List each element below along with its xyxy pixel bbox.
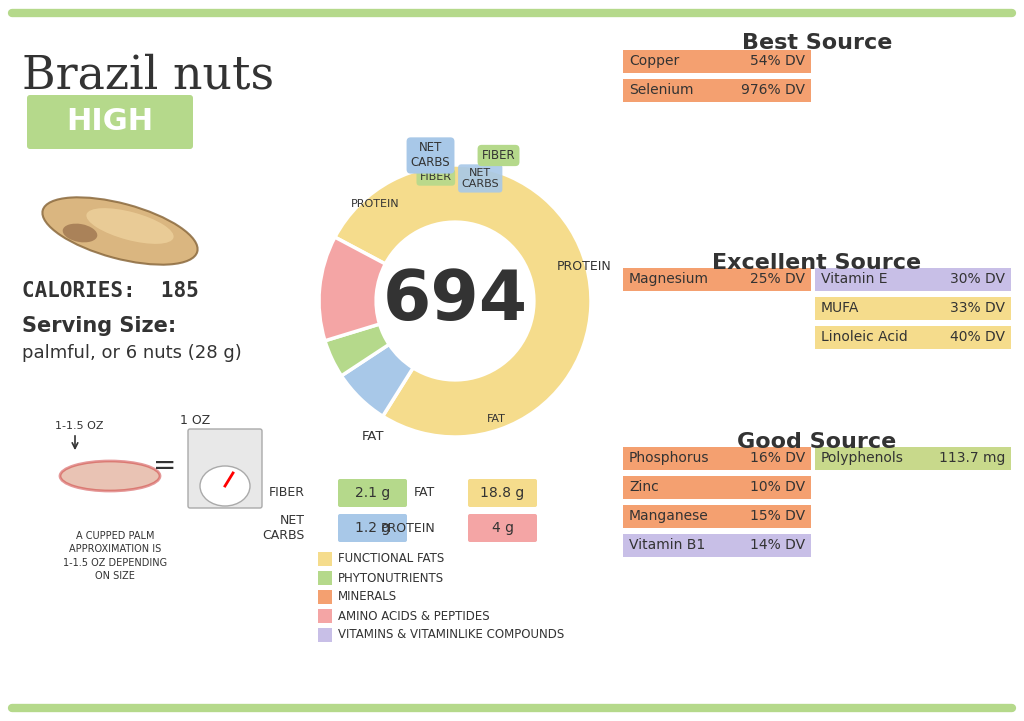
FancyBboxPatch shape xyxy=(468,514,537,542)
Bar xyxy=(318,609,332,623)
Text: AMINO ACIDS & PEPTIDES: AMINO ACIDS & PEPTIDES xyxy=(338,609,489,622)
Wedge shape xyxy=(325,324,389,376)
Text: 54% DV: 54% DV xyxy=(750,54,805,68)
Text: PROTEIN: PROTEIN xyxy=(557,260,611,273)
FancyBboxPatch shape xyxy=(188,429,262,508)
Text: 16% DV: 16% DV xyxy=(750,451,805,465)
Text: 33% DV: 33% DV xyxy=(950,301,1005,315)
Bar xyxy=(623,476,811,498)
Text: Phosphorus: Phosphorus xyxy=(629,451,710,465)
Text: Vitamin E: Vitamin E xyxy=(821,272,888,286)
Text: NET
CARBS: NET CARBS xyxy=(262,514,305,542)
Bar xyxy=(815,296,1011,319)
Text: 18.8 g: 18.8 g xyxy=(480,486,524,500)
Ellipse shape xyxy=(86,208,174,244)
Text: Magnesium: Magnesium xyxy=(629,272,709,286)
Ellipse shape xyxy=(42,198,198,265)
Bar xyxy=(623,534,811,557)
Text: 1 OZ: 1 OZ xyxy=(180,415,210,428)
Text: 1-1.5 OZ: 1-1.5 OZ xyxy=(55,421,103,431)
Text: FAT: FAT xyxy=(362,430,385,443)
Text: FUNCTIONAL FATS: FUNCTIONAL FATS xyxy=(338,552,444,565)
Bar xyxy=(623,79,811,102)
Text: Good Source: Good Source xyxy=(737,432,897,452)
Text: FIBER: FIBER xyxy=(420,172,452,182)
Bar xyxy=(318,628,332,642)
Text: Zinc: Zinc xyxy=(629,480,658,494)
Text: palmful, or 6 nuts (28 g): palmful, or 6 nuts (28 g) xyxy=(22,344,242,362)
Text: Serving Size:: Serving Size: xyxy=(22,316,176,336)
Bar xyxy=(815,267,1011,291)
Bar xyxy=(318,571,332,585)
Text: 694: 694 xyxy=(382,267,527,335)
Text: 10% DV: 10% DV xyxy=(750,480,805,494)
Text: Selenium: Selenium xyxy=(629,83,693,97)
Text: Linoleic Acid: Linoleic Acid xyxy=(821,330,907,344)
Text: MINERALS: MINERALS xyxy=(338,590,397,603)
Text: A CUPPED PALM
APPROXIMATION IS
1-1.5 OZ DEPENDING
ON SIZE: A CUPPED PALM APPROXIMATION IS 1-1.5 OZ … xyxy=(62,531,167,581)
Text: VITAMINS & VITAMINLIKE COMPOUNDS: VITAMINS & VITAMINLIKE COMPOUNDS xyxy=(338,629,564,642)
Text: 25% DV: 25% DV xyxy=(750,272,805,286)
Text: 30% DV: 30% DV xyxy=(950,272,1005,286)
Wedge shape xyxy=(335,165,591,437)
Text: Manganese: Manganese xyxy=(629,509,709,523)
Text: FIBER: FIBER xyxy=(481,149,515,162)
Wedge shape xyxy=(319,237,385,341)
Bar xyxy=(623,446,811,469)
Text: Polyphenols: Polyphenols xyxy=(821,451,904,465)
Text: FAT: FAT xyxy=(414,487,435,500)
Text: =: = xyxy=(154,452,177,480)
Text: CALORIES:  185: CALORIES: 185 xyxy=(22,281,199,301)
Text: FIBER: FIBER xyxy=(269,487,305,500)
Text: Best Source: Best Source xyxy=(741,33,892,53)
Text: NET
CARBS: NET CARBS xyxy=(411,141,451,169)
Text: 15% DV: 15% DV xyxy=(750,509,805,523)
Text: PROTEIN: PROTEIN xyxy=(380,521,435,534)
Text: 40% DV: 40% DV xyxy=(950,330,1005,344)
FancyBboxPatch shape xyxy=(27,95,193,149)
Text: 14% DV: 14% DV xyxy=(750,538,805,552)
Wedge shape xyxy=(341,345,413,416)
Text: Copper: Copper xyxy=(629,54,679,68)
Text: PROTEIN: PROTEIN xyxy=(351,200,399,210)
Text: PHYTONUTRIENTS: PHYTONUTRIENTS xyxy=(338,572,444,585)
Bar xyxy=(623,267,811,291)
Text: Brazil nuts: Brazil nuts xyxy=(22,53,274,98)
Text: NET
CARBS: NET CARBS xyxy=(462,168,499,189)
FancyBboxPatch shape xyxy=(338,479,407,507)
FancyBboxPatch shape xyxy=(468,479,537,507)
Text: FAT: FAT xyxy=(486,415,505,424)
Text: 1.2 g: 1.2 g xyxy=(355,521,390,535)
Text: 2.1 g: 2.1 g xyxy=(355,486,390,500)
Text: HIGH: HIGH xyxy=(67,107,154,136)
Bar xyxy=(623,505,811,528)
Text: MUFA: MUFA xyxy=(821,301,859,315)
Bar xyxy=(815,446,1011,469)
Bar xyxy=(318,590,332,604)
Bar xyxy=(623,50,811,73)
Text: 976% DV: 976% DV xyxy=(741,83,805,97)
Ellipse shape xyxy=(62,224,97,242)
Text: Vitamin B1: Vitamin B1 xyxy=(629,538,706,552)
Text: 4 g: 4 g xyxy=(492,521,513,535)
Text: 113.7 mg: 113.7 mg xyxy=(939,451,1005,465)
FancyBboxPatch shape xyxy=(338,514,407,542)
Text: Excellent Source: Excellent Source xyxy=(713,253,922,273)
Bar xyxy=(815,325,1011,348)
Ellipse shape xyxy=(60,461,160,491)
Bar xyxy=(318,552,332,566)
Ellipse shape xyxy=(200,466,250,506)
